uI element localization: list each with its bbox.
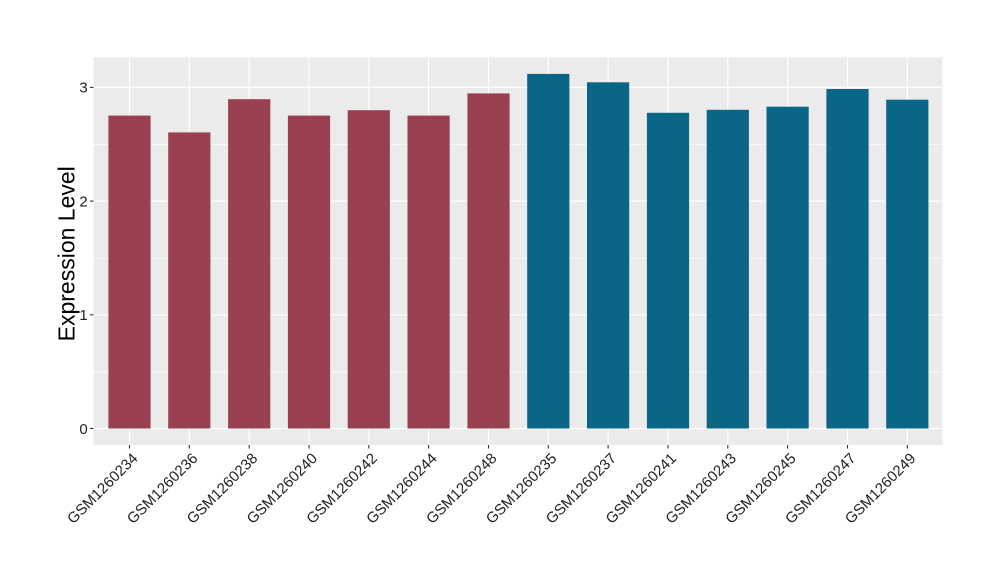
svg-text:2: 2 bbox=[79, 193, 87, 210]
svg-text:1: 1 bbox=[79, 307, 87, 324]
svg-text:3: 3 bbox=[79, 80, 87, 97]
svg-text:0: 0 bbox=[79, 421, 87, 438]
svg-text:Expression Level: Expression Level bbox=[53, 166, 79, 341]
